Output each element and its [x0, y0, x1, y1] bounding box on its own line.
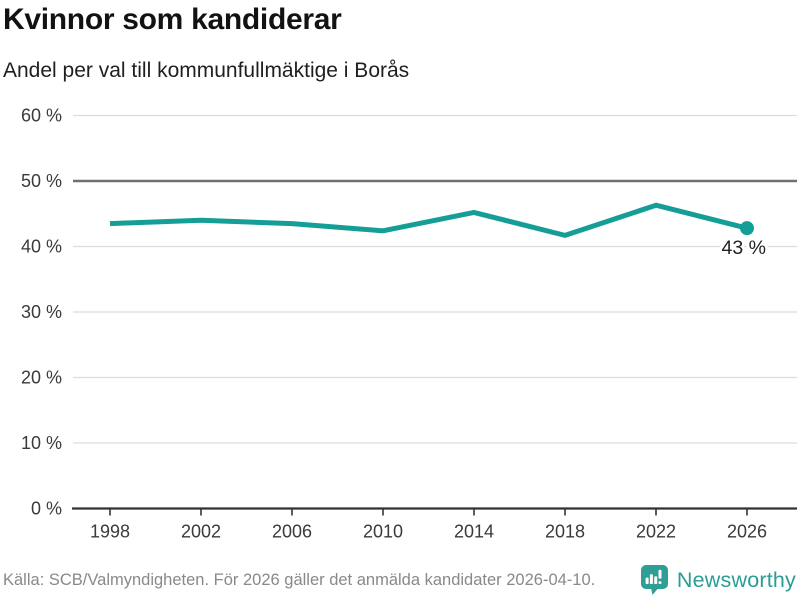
- x-tick-label: 1998: [90, 522, 130, 542]
- y-tick-label: 10 %: [21, 433, 62, 453]
- y-tick-label: 30 %: [21, 302, 62, 322]
- x-tick-label: 2018: [545, 522, 585, 542]
- end-value-label: 43 %: [722, 237, 766, 259]
- newsworthy-wordmark: Newsworthy: [676, 567, 796, 592]
- chart-subtitle: Andel per val till kommunfullmäktige i B…: [3, 59, 410, 82]
- x-tick-label: 2026: [727, 522, 767, 542]
- x-tick-label: 2014: [454, 522, 494, 542]
- chart-title: Kvinnor som kandiderar: [3, 3, 342, 36]
- y-tick-label: 60 %: [21, 106, 62, 126]
- x-tick-label: 2006: [272, 522, 312, 542]
- y-tick-label: 0 %: [31, 499, 62, 519]
- source-note: Källa: SCB/Valmyndigheten. För 2026 gäll…: [3, 570, 596, 589]
- newsworthy-brand: Newsworthy: [639, 564, 796, 596]
- y-tick-label: 50 %: [21, 171, 62, 191]
- y-tick-label: 20 %: [21, 368, 62, 388]
- x-tick-label: 2002: [181, 522, 221, 542]
- chart-footer: Källa: SCB/Valmyndigheten. För 2026 gäll…: [3, 563, 796, 597]
- x-tick-label: 2010: [363, 522, 403, 542]
- end-point-dot: [740, 221, 754, 236]
- data-line: [109, 202, 748, 238]
- line-chart: 0 % 10 % 20 % 30 % 40 % 50 % 60 % 1998 2002 2006 2…: [21, 106, 797, 542]
- y-tick-label: 40 %: [21, 237, 62, 257]
- x-tick-label: 2022: [636, 522, 676, 542]
- newsworthy-logo-icon: [640, 565, 668, 595]
